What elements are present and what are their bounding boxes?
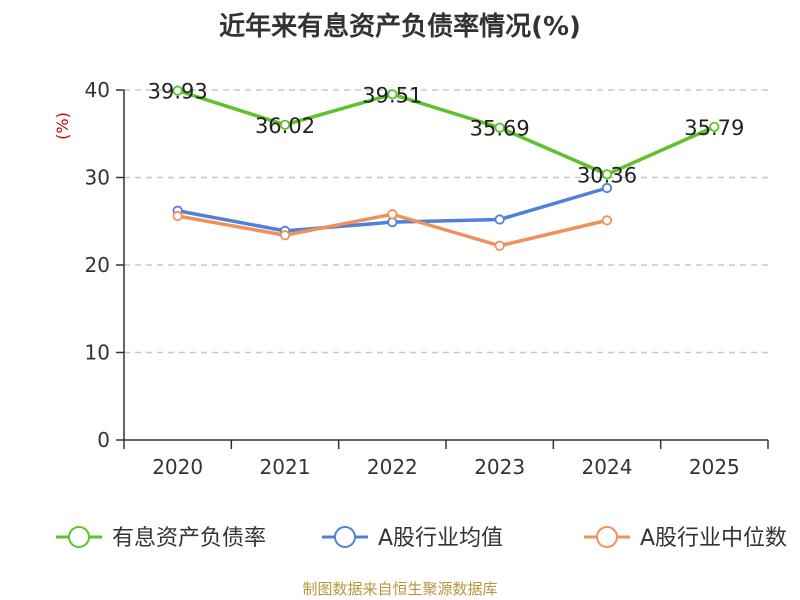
data-label-2025: 35.79 xyxy=(684,116,744,140)
data-label-2023: 35.69 xyxy=(470,117,530,141)
data-labels: 39.93 36.02 39.51 35.69 30.36 35.79 xyxy=(148,80,745,188)
data-point-2-2023 xyxy=(494,240,505,251)
data-point-2-2020 xyxy=(172,210,183,222)
data-point-0-2024 xyxy=(601,169,613,180)
data-point-2-2024 xyxy=(601,215,613,226)
x-tick-label-2023: 2023 xyxy=(474,455,525,479)
data-label-2024: 30.36 xyxy=(577,163,637,187)
x-tick-label-2020: 2020 xyxy=(152,455,203,479)
y-tick-label-10: 10 xyxy=(85,341,110,365)
x-tick-label-2024: 2024 xyxy=(582,455,633,479)
x-axis: 2020 2021 2022 2023 2024 2025 xyxy=(123,439,769,479)
data-label-2022: 39.51 xyxy=(362,83,422,107)
legend-marker-2 xyxy=(596,526,618,548)
data-source-note: 制图数据来自恒生聚源数据库 xyxy=(302,580,498,598)
x-tick-label-2025: 2025 xyxy=(689,455,740,479)
y-axis-label: (%) xyxy=(53,112,72,140)
data-point-0-2025 xyxy=(709,121,720,132)
data-point-0-2022 xyxy=(387,89,398,100)
y-tick-label-30: 30 xyxy=(85,166,110,190)
data-point-0-2020 xyxy=(172,85,183,96)
x-tick-label-2021: 2021 xyxy=(260,455,311,479)
legend-label-0: 有息资产负债率 xyxy=(112,526,266,551)
y-axis: 0 10 20 30 40 xyxy=(85,78,125,452)
data-point-0-2021 xyxy=(279,119,291,130)
series-group xyxy=(172,85,720,251)
y-tick-label-0: 0 xyxy=(97,428,110,452)
legend-label-2: A股行业中位数 xyxy=(640,526,787,551)
grid-lines xyxy=(124,89,768,354)
series-line-0 xyxy=(177,88,716,177)
data-point-2-2022 xyxy=(387,209,398,220)
legend: 有息资产负债率 A股行业均值 A股行业中位数 xyxy=(56,526,787,551)
data-point-1-2024 xyxy=(601,182,613,194)
legend-label-1: A股行业均值 xyxy=(378,526,503,551)
data-point-2-2021 xyxy=(279,230,291,241)
chart-title: 近年来有息资产负债率情况(%) xyxy=(219,12,581,42)
data-label-2020: 39.93 xyxy=(148,80,208,104)
y-tick-label-40: 40 xyxy=(85,78,110,102)
y-tick-label-20: 20 xyxy=(85,253,110,277)
data-point-0-2023 xyxy=(494,122,505,133)
data-point-1-2023 xyxy=(494,214,505,225)
data-label-2021: 36.02 xyxy=(255,114,315,138)
legend-marker-1 xyxy=(334,526,356,548)
legend-marker-0 xyxy=(68,526,90,548)
x-tick-label-2022: 2022 xyxy=(367,455,418,479)
